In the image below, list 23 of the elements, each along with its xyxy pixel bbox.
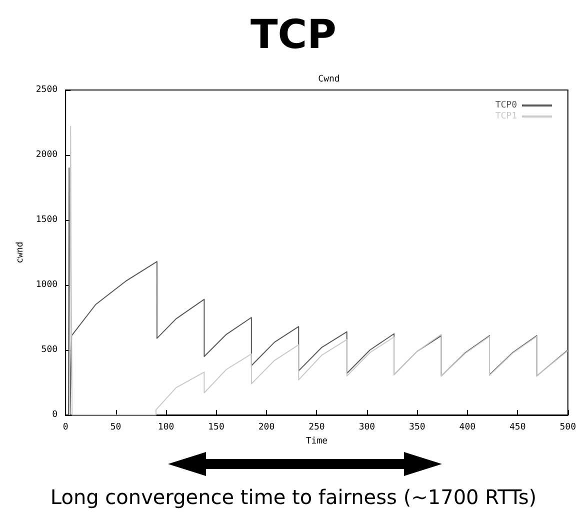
text: Long convergence time to fairness (~1700 RTTs) <box>50 485 537 509</box>
x-tick-label: 500 <box>560 422 576 432</box>
x-tick-label: 150 <box>208 422 224 432</box>
y-tick-label: 500 <box>41 345 58 355</box>
chart-subtitle: Cwnd <box>318 74 340 84</box>
chart-title: TCP <box>250 12 336 58</box>
x-tick-label: 50 <box>110 422 122 432</box>
x-tick-label: 250 <box>308 422 325 432</box>
y-tick-label: 1000 <box>36 280 58 290</box>
y-axis-title: cwnd <box>16 242 26 264</box>
y-tick-label: 2000 <box>36 150 58 160</box>
y-tick-label: 1500 <box>36 215 58 225</box>
y-tick-label: 2500 <box>36 85 58 95</box>
x-tick-label: 450 <box>510 422 526 432</box>
y-tick-label: 0 <box>52 410 58 420</box>
x-tick-label: 300 <box>358 422 376 432</box>
x-tick-label: 400 <box>459 422 476 432</box>
x-tick-label: 0 <box>62 422 68 432</box>
x-tick-label: 200 <box>258 422 275 432</box>
x-tick-label: 350 <box>409 422 426 432</box>
x-axis-title: Time <box>306 436 328 446</box>
x-tick-label: 100 <box>158 422 174 432</box>
legend-label: TCP0 <box>495 100 517 110</box>
